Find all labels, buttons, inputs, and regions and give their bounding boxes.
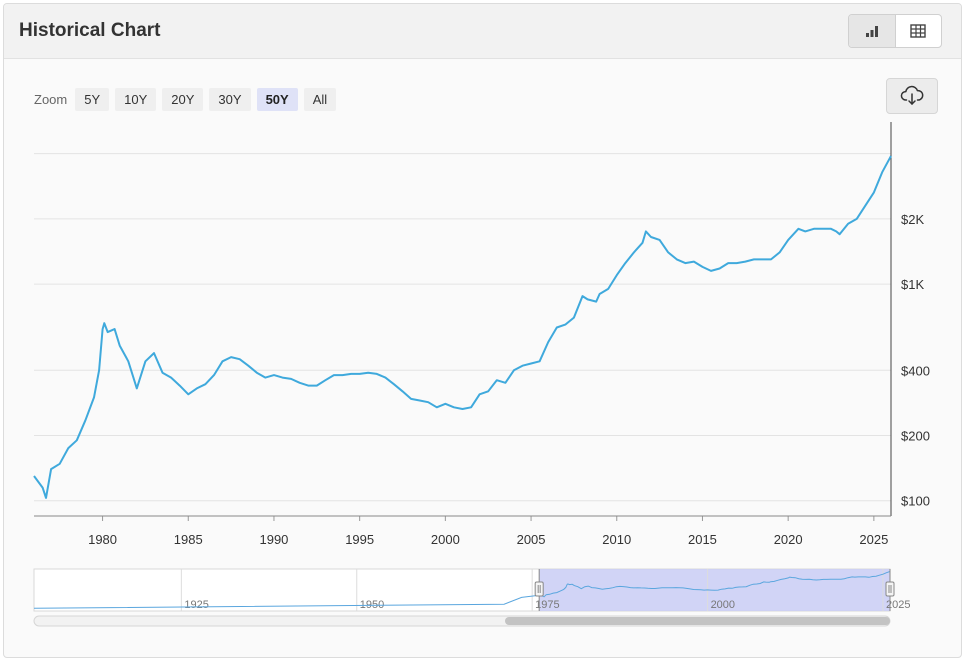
navigator-right-handle[interactable]: [885, 581, 895, 597]
zoom-all-button[interactable]: All: [303, 88, 337, 111]
x-tick-label: 2005: [517, 532, 546, 547]
x-tick-label: 1980: [88, 532, 117, 547]
download-button[interactable]: [886, 78, 938, 114]
zoom-30y-button[interactable]: 30Y: [209, 88, 251, 111]
zoom-20y-button[interactable]: 20Y: [162, 88, 204, 111]
navigator-line: [33, 571, 891, 609]
zoom-50y-button[interactable]: 50Y: [256, 88, 298, 111]
x-tick-label: 2000: [431, 532, 460, 547]
navigator-label: 2000: [711, 599, 735, 611]
y-tick-label: $1K: [901, 277, 924, 292]
y-tick-label: $100: [901, 494, 930, 509]
price-line-chart: $100 $200 $400 $1K $2K 1980 1985 1990 1995 2000 2…: [33, 122, 930, 547]
zoom-5y-button[interactable]: 5Y: [75, 88, 110, 111]
table-view-button[interactable]: [896, 15, 942, 47]
x-tick-label: 1985: [174, 532, 203, 547]
series-line: [33, 155, 892, 499]
chart-view-button[interactable]: [849, 15, 896, 47]
navigator-left-handle[interactable]: [534, 581, 544, 597]
grid-lines: [34, 153, 891, 502]
cloud-download-icon: [900, 85, 924, 105]
y-tick-label: $200: [901, 428, 930, 443]
scrollbar-thumb[interactable]: [505, 617, 890, 625]
x-tick-label: 2015: [688, 532, 717, 547]
page-title: Historical Chart: [19, 20, 161, 41]
zoom-selector: Zoom 5Y 10Y 20Y 30Y 50Y All: [34, 88, 337, 111]
x-tick-label: 1990: [259, 532, 288, 547]
navigator-labels: 1925 1950 1975 2000 2025: [184, 599, 910, 611]
x-tick-label: 2025: [859, 532, 888, 547]
navigator-label: 1925: [184, 599, 208, 611]
navigator-label: 1975: [535, 599, 559, 611]
navigator-label: 2025: [886, 599, 910, 611]
navigator[interactable]: 1925 1950 1975 2000 2025: [4, 566, 961, 636]
x-tick-label: 2020: [774, 532, 803, 547]
zoom-10y-button[interactable]: 10Y: [115, 88, 157, 111]
view-toggle: [848, 14, 942, 48]
x-tick-label: 1995: [345, 532, 374, 547]
y-axis-labels: $100 $200 $400 $1K $2K: [901, 212, 930, 509]
y-tick-label: $2K: [901, 212, 924, 227]
y-tick-label: $400: [901, 363, 930, 378]
x-tick-label: 2010: [602, 532, 631, 547]
zoom-label: Zoom: [34, 92, 68, 107]
historical-chart-card: Historical Chart Zoom 5: [3, 3, 962, 658]
chart-header: Historical Chart: [4, 4, 961, 59]
navigator-handles: [534, 569, 895, 611]
x-axis-labels: 1980 1985 1990 1995 2000 2005 2010 2015 2020 2025: [88, 516, 888, 547]
bar-chart-icon: [865, 26, 878, 37]
table-icon: [910, 24, 926, 38]
